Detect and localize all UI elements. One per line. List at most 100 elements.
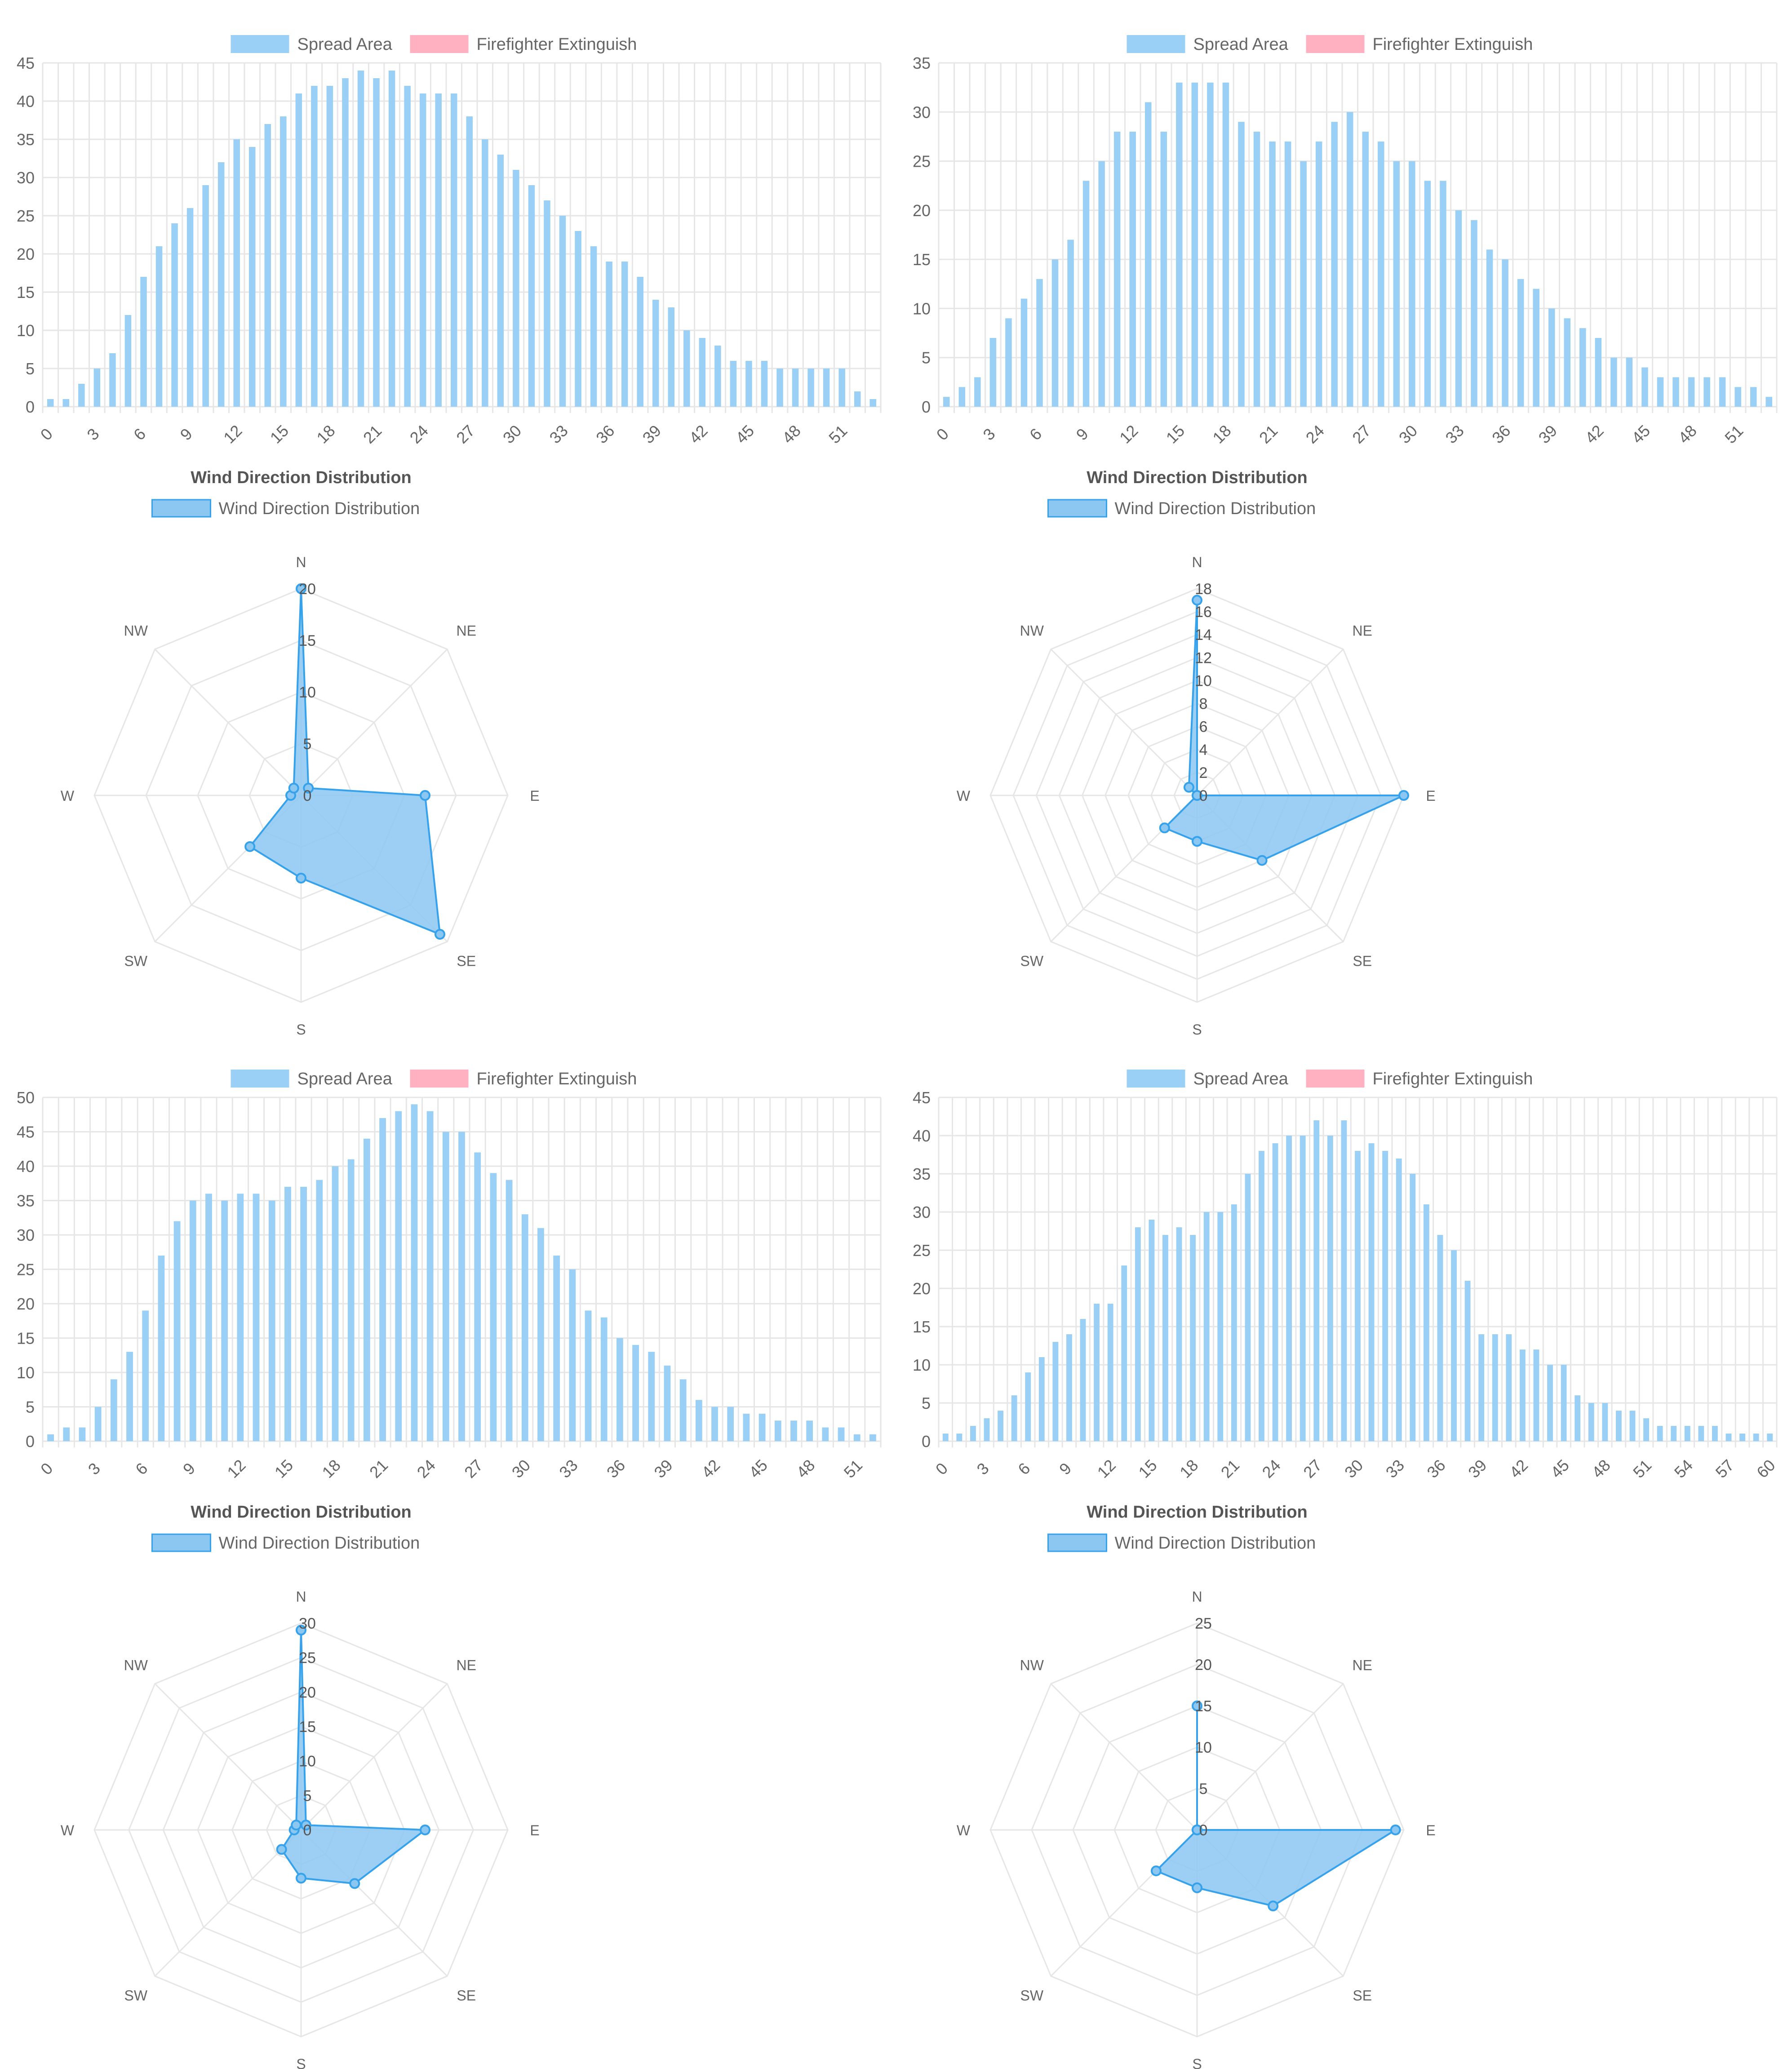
wind-direction-radar-chart: Wind Direction Distribution Wind Directio… — [957, 468, 1436, 1038]
bar-spread-area — [1378, 141, 1384, 407]
radar-tick-label: 15 — [299, 632, 316, 649]
bar-spread-area — [63, 1427, 70, 1441]
bar-spread-area — [435, 93, 442, 407]
y-tick-label: 5 — [922, 1394, 931, 1412]
bar-spread-area — [332, 1166, 339, 1441]
simulation-panel-bottom-right: Spread Area Firefighter Extinguish 0 5 10 15 2… — [896, 1034, 1792, 2069]
bar-spread-area — [311, 86, 318, 407]
bar-spread-area — [1517, 279, 1524, 407]
bar-spread-area — [1725, 1434, 1732, 1441]
bar-spread-area — [1231, 1204, 1237, 1441]
radar-axis-label: N — [296, 1589, 306, 1605]
bar-spread-area — [1113, 132, 1121, 407]
radar-data-point — [296, 1625, 306, 1636]
radar-tick-label: 15 — [1195, 1698, 1212, 1715]
bar-spread-area — [569, 1269, 576, 1441]
radar-tick-label: 10 — [299, 1753, 316, 1770]
radar-tick-label: 20 — [1195, 1656, 1212, 1674]
y-tick-label: 40 — [17, 92, 35, 111]
y-tick-label: 30 — [17, 169, 35, 187]
bar-spread-area — [1191, 82, 1198, 407]
radar-tick-label: 0 — [303, 1822, 312, 1839]
bar-spread-area — [838, 369, 845, 407]
legend-swatch-wind-direction — [1047, 499, 1107, 518]
bar-spread-area — [189, 1200, 196, 1441]
radar-axis-label: SE — [1353, 953, 1372, 969]
bar-spread-area — [1671, 1426, 1677, 1441]
legend-label: Wind Direction Distribution — [219, 499, 420, 518]
bar-spread-area — [727, 1407, 734, 1441]
radar-spoke — [1196, 1683, 1344, 1831]
bar-spread-area — [1548, 308, 1555, 407]
bar-spread-area — [173, 1221, 181, 1441]
legend-swatch-wind-direction — [1047, 1533, 1107, 1552]
legend-label: Wind Direction Distribution — [1115, 1534, 1316, 1553]
bar-spread-area — [253, 1194, 260, 1441]
radar-data-point — [1192, 1882, 1202, 1893]
legend-swatch-spread-area — [1127, 35, 1185, 53]
radar-tick-label: 15 — [299, 1718, 316, 1736]
bar-spread-area — [155, 246, 163, 407]
bar-spread-area — [142, 1310, 149, 1441]
bar-spread-area — [373, 78, 380, 407]
bar-spread-area — [78, 384, 85, 407]
bar-spread-area — [1688, 377, 1695, 407]
bar-spread-area — [295, 93, 302, 407]
bar-spread-area — [1750, 387, 1757, 407]
bar-spread-area — [202, 185, 209, 407]
radar-axis-label: NE — [1352, 1657, 1372, 1673]
bar-spread-area — [1245, 1174, 1251, 1441]
bar-spread-area — [1657, 377, 1664, 407]
bar-spread-area — [695, 1400, 702, 1441]
bar-spread-area — [280, 116, 287, 407]
bar-spread-area — [1222, 82, 1229, 407]
bar-spread-area — [853, 1434, 861, 1441]
x-tick-label: 42 — [685, 422, 711, 447]
bar-spread-area — [743, 1413, 750, 1441]
x-tick-label: 45 — [1628, 422, 1654, 447]
radar-axis-label: W — [61, 1822, 75, 1838]
x-tick-label: 42 — [698, 1456, 723, 1482]
bar-spread-area — [1038, 1357, 1045, 1441]
y-tick-label: 30 — [913, 103, 931, 121]
bar-spread-area — [1067, 240, 1074, 407]
bar-spread-area — [1121, 1265, 1127, 1441]
radar-data-area — [248, 588, 441, 936]
bar-spread-area — [363, 1138, 370, 1441]
radar-axis-label: N — [296, 554, 306, 570]
bar-spread-area — [664, 1365, 671, 1441]
legend-swatch-firefighter-extinguish — [410, 35, 469, 53]
radar-axis-label: NW — [1020, 1657, 1044, 1673]
bar-spread-area — [585, 1310, 592, 1441]
x-tick-label: 24 — [413, 1456, 439, 1482]
bar-spread-area — [792, 369, 799, 407]
x-tick-label: 51 — [1629, 1456, 1655, 1482]
bar-spread-area — [637, 277, 643, 407]
radar-axis-label: E — [1426, 788, 1435, 804]
x-tick-label: 21 — [1217, 1456, 1243, 1482]
radar-data-point — [296, 1873, 306, 1884]
bar-spread-area — [426, 1111, 434, 1441]
y-tick-label: 5 — [26, 1398, 35, 1416]
x-tick-label: 9 — [177, 425, 196, 444]
bar-spread-area — [1286, 1136, 1292, 1441]
radar-data-point — [1192, 836, 1202, 847]
bar-spread-area — [1020, 298, 1028, 407]
x-tick-label: 24 — [1302, 422, 1328, 447]
x-tick-label: 18 — [1209, 422, 1234, 447]
x-tick-label: 36 — [1423, 1456, 1449, 1482]
bar-spread-area — [790, 1421, 797, 1441]
bar-spread-area — [1410, 1174, 1416, 1441]
y-tick-label: 0 — [26, 398, 35, 416]
bar-spread-area — [1643, 1418, 1649, 1441]
radar-axis-label: E — [1426, 1822, 1435, 1838]
bar-spread-area — [1657, 1426, 1663, 1441]
radar-data-point — [1159, 822, 1170, 834]
bar-spread-area — [714, 346, 721, 407]
bar-spread-area — [1424, 181, 1431, 407]
bar-spread-area — [1341, 1120, 1347, 1441]
y-tick-label: 0 — [26, 1432, 35, 1451]
bar-spread-area — [553, 1255, 560, 1441]
bar-spread-area — [544, 200, 550, 407]
radar-chart-title: Wind Direction Distribution — [191, 468, 412, 487]
